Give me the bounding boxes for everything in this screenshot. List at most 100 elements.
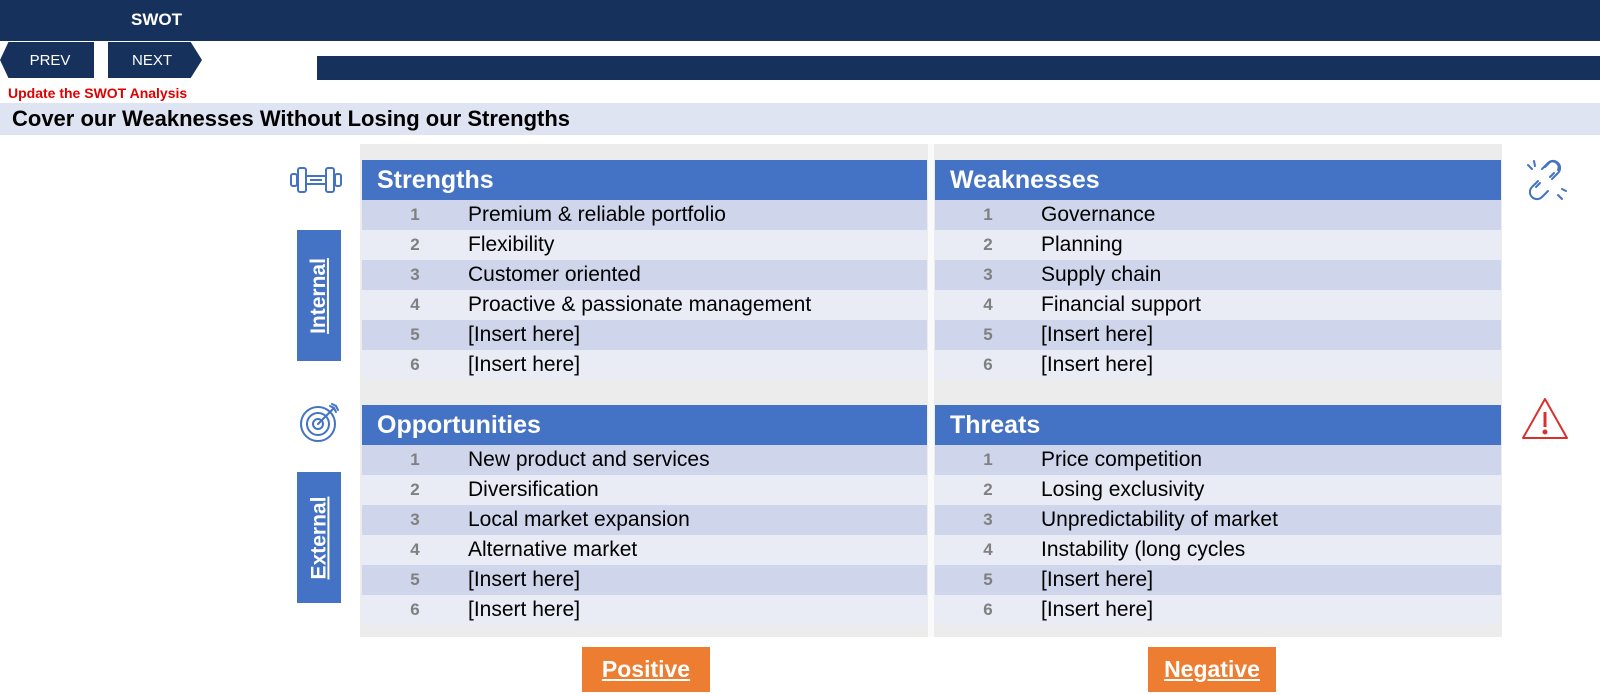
list-item: 2 Losing exclusivity [935, 475, 1501, 505]
item-number: 1 [983, 205, 993, 224]
item-number: 3 [983, 265, 993, 284]
item-text: Premium & reliable portfolio [468, 203, 726, 226]
internal-label: Internal [297, 230, 341, 361]
strengths-list: 1 Premium & reliable portfolio 2 Flexibilit… [362, 200, 927, 380]
item-number: 3 [410, 510, 420, 529]
item-number: 2 [983, 235, 993, 254]
item-text: [Insert here] [1041, 323, 1154, 346]
item-text: Local market expansion [468, 508, 690, 531]
list-item: 3 Local market expansion [362, 505, 927, 535]
next-button[interactable]: NEXT [108, 42, 202, 78]
item-number: 6 [410, 355, 420, 374]
item-number: 3 [983, 510, 993, 529]
item-text: [Insert here] [468, 598, 581, 621]
item-number: 2 [410, 480, 420, 499]
item-number: 5 [983, 570, 993, 589]
item-number: 5 [410, 325, 420, 344]
item-number: 6 [983, 600, 993, 619]
item-text: Supply chain [1041, 263, 1162, 286]
item-number: 5 [983, 325, 993, 344]
target-icon [298, 400, 342, 449]
list-item: 2 Planning [935, 230, 1501, 260]
list-item: 1 Price competition [935, 445, 1501, 475]
item-text: Alternative market [468, 538, 638, 561]
item-text: Customer oriented [468, 263, 641, 286]
list-item: 4 Proactive & passionate management [362, 290, 927, 320]
positive-button[interactable]: Positive [582, 647, 710, 692]
item-number: 2 [983, 480, 993, 499]
update-hint: Update the SWOT Analysis [8, 85, 188, 101]
item-text: Unpredictability of market [1041, 508, 1278, 531]
item-text: Diversification [468, 478, 599, 501]
weaknesses-list: 1 Governance 2 Planning 3 Supply chain 4 Financ… [935, 200, 1501, 380]
warning-icon [1520, 396, 1570, 447]
item-number: 3 [410, 265, 420, 284]
opportunities-heading: Opportunities [362, 405, 927, 445]
internal-label-text: Internal [307, 257, 331, 334]
prev-button[interactable]: PREV [0, 42, 94, 78]
opportunities-list: 1 New product and services 2 Diversificatio… [362, 445, 927, 625]
item-text: [Insert here] [1041, 568, 1154, 591]
list-item: 4 Financial support [935, 290, 1501, 320]
swot-grid: Strengths 1 Premium & reliable portfolio 2… [360, 144, 1502, 637]
header-band [317, 56, 1600, 80]
grid-divider [928, 144, 934, 637]
item-text: Flexibility [468, 233, 555, 256]
item-number: 5 [410, 570, 420, 589]
list-item: 2 Flexibility [362, 230, 927, 260]
item-text: [Insert here] [468, 323, 581, 346]
item-text: Losing exclusivity [1041, 478, 1205, 501]
list-item: 5 [Insert here] [362, 320, 927, 350]
item-text: Financial support [1041, 293, 1201, 316]
list-item: 3 Supply chain [935, 260, 1501, 290]
item-number: 1 [410, 450, 420, 469]
item-text: Planning [1041, 233, 1123, 256]
item-text: [Insert here] [468, 568, 581, 591]
item-text: Instability (long cycles [1041, 538, 1246, 561]
list-item: 4 Alternative market [362, 535, 927, 565]
subtitle-bar: Cover our Weaknesses Without Losing our … [0, 103, 1600, 135]
list-item: 6 [Insert here] [935, 350, 1501, 380]
item-number: 6 [410, 600, 420, 619]
list-item: 5 [Insert here] [935, 320, 1501, 350]
item-text: Governance [1041, 203, 1156, 226]
page-subtitle: Cover our Weaknesses Without Losing our … [12, 106, 571, 131]
threats-quadrant: Threats 1 Price competition 2 Losing exclus… [935, 405, 1501, 625]
item-number: 4 [983, 295, 993, 314]
item-text: New product and services [468, 448, 710, 471]
app-title: SWOT [131, 10, 182, 29]
item-number: 1 [983, 450, 993, 469]
item-number: 4 [410, 540, 420, 559]
list-item: 1 New product and services [362, 445, 927, 475]
strengths-quadrant: Strengths 1 Premium & reliable portfolio 2… [362, 160, 927, 380]
item-text: [Insert here] [1041, 598, 1154, 621]
weaknesses-quadrant: Weaknesses 1 Governance 2 Planning 3 Supply c… [935, 160, 1501, 380]
external-label-text: External [307, 496, 330, 579]
list-item: 6 [Insert here] [362, 350, 927, 380]
list-item: 6 [Insert here] [935, 595, 1501, 625]
list-item: 5 [Insert here] [362, 565, 927, 595]
broken-link-icon [1522, 157, 1568, 208]
negative-button[interactable]: Negative [1148, 647, 1276, 692]
threats-heading: Threats [935, 405, 1501, 445]
item-text: Price competition [1041, 448, 1203, 471]
item-number: 4 [983, 540, 993, 559]
list-item: 6 [Insert here] [362, 595, 927, 625]
list-item: 3 Customer oriented [362, 260, 927, 290]
list-item: 3 Unpredictability of market [935, 505, 1501, 535]
item-text: [Insert here] [1041, 353, 1154, 376]
item-number: 2 [410, 235, 420, 254]
header-bar: SWOT [0, 0, 1600, 41]
item-number: 4 [410, 295, 420, 314]
strengths-heading: Strengths [362, 160, 927, 200]
weaknesses-heading: Weaknesses [935, 160, 1501, 200]
item-number: 1 [410, 205, 420, 224]
threats-list: 1 Price competition 2 Losing exclusivity 3 Un… [935, 445, 1501, 625]
item-text: [Insert here] [468, 353, 581, 376]
dumbbell-icon [289, 160, 343, 205]
list-item: 1 Governance [935, 200, 1501, 230]
list-item: 2 Diversification [362, 475, 927, 505]
item-number: 6 [983, 355, 993, 374]
opportunities-quadrant: Opportunities 1 New product and services 2… [362, 405, 927, 625]
external-label: External [297, 472, 341, 603]
